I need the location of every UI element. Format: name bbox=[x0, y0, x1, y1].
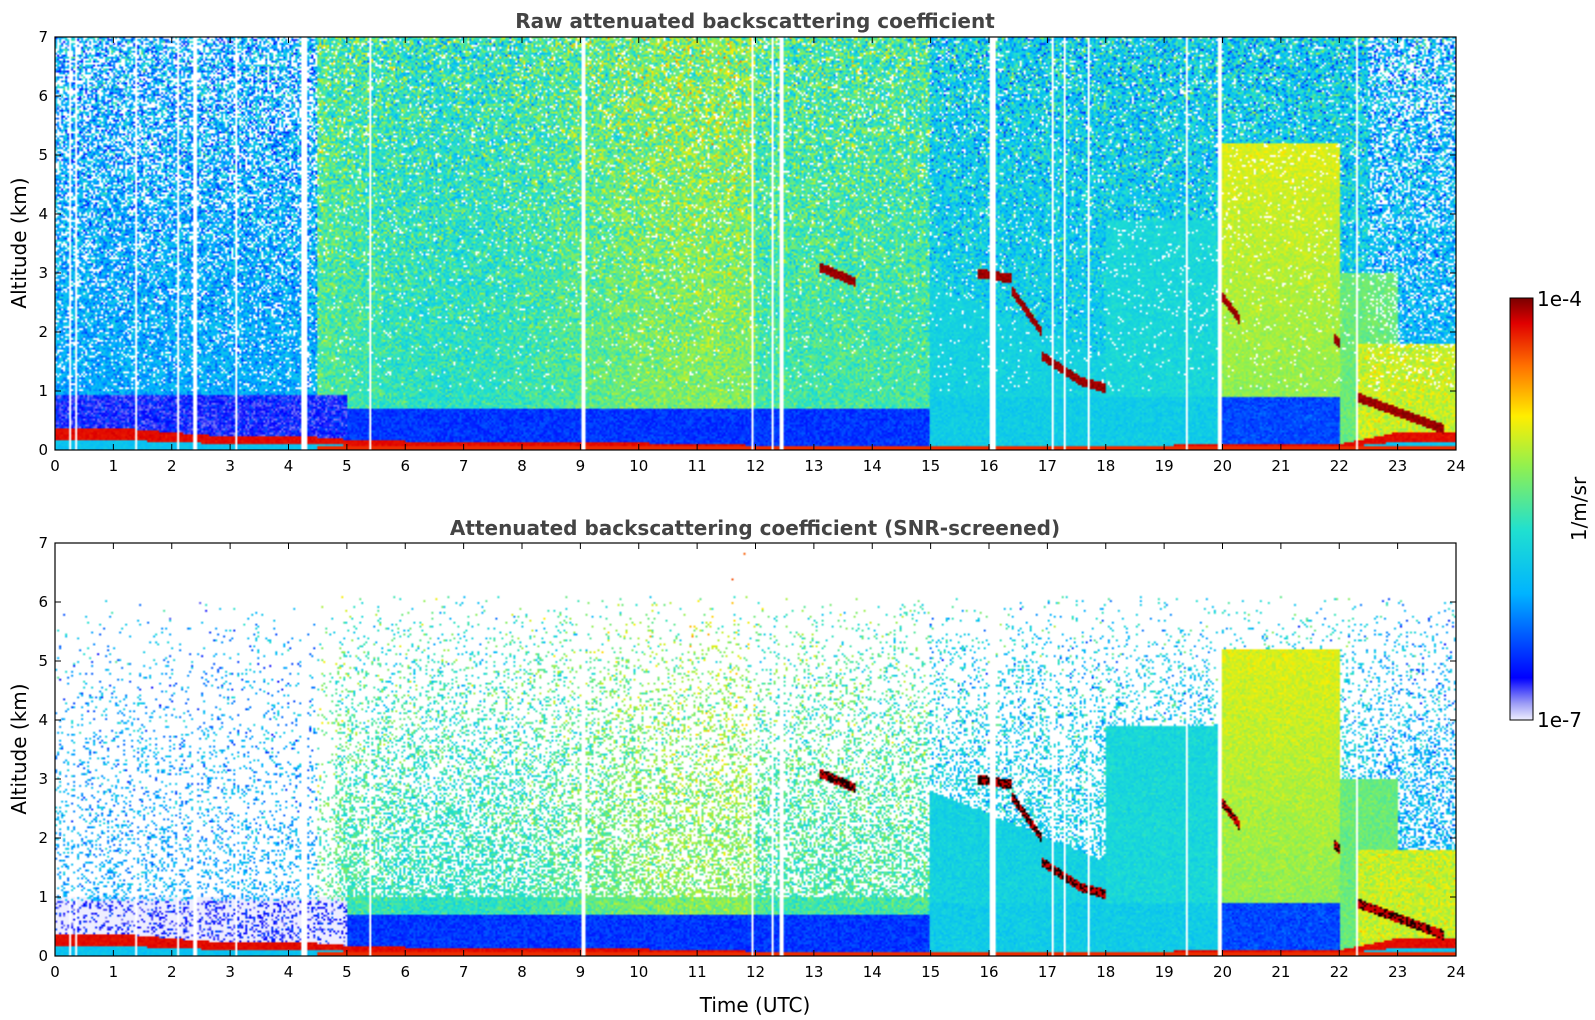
x-tick-label: 0 bbox=[50, 963, 60, 981]
y-tick-label: 0 bbox=[38, 947, 48, 965]
y-tick-label: 7 bbox=[38, 28, 48, 46]
x-tick-label: 17 bbox=[1038, 963, 1057, 981]
y-tick-label: 3 bbox=[38, 770, 48, 788]
x-tick-label: 10 bbox=[629, 457, 648, 475]
x-tick-label: 13 bbox=[804, 457, 823, 475]
colorbar: 1e-4 1e-7 1/m/sr bbox=[1509, 287, 1591, 732]
x-tick-label: 20 bbox=[1213, 457, 1232, 475]
x-tick-label: 16 bbox=[979, 457, 998, 475]
panel-raw: Raw attenuated backscattering coefficien… bbox=[7, 9, 1466, 475]
y-tick-label: 3 bbox=[38, 264, 48, 282]
x-tick-label: 22 bbox=[1330, 457, 1349, 475]
x-tick-label: 19 bbox=[1155, 457, 1174, 475]
panel-screened-ylabel: Altitude (km) bbox=[7, 683, 31, 814]
panel-raw-y-axis: 0 1 2 3 4 5 6 7 bbox=[38, 28, 1456, 459]
panel-raw-title: Raw attenuated backscattering coefficien… bbox=[515, 9, 995, 33]
panel-raw-ylabel: Altitude (km) bbox=[7, 177, 31, 308]
panel-screened: Attenuated backscattering coefficient (S… bbox=[7, 516, 1466, 1017]
x-tick-label: 6 bbox=[400, 457, 410, 475]
x-tick-label: 10 bbox=[629, 963, 648, 981]
x-tick-label: 23 bbox=[1388, 963, 1407, 981]
y-tick-label: 7 bbox=[38, 534, 48, 552]
x-tick-label: 11 bbox=[688, 963, 707, 981]
y-tick-label: 4 bbox=[38, 205, 48, 223]
x-tick-label: 16 bbox=[979, 963, 998, 981]
x-tick-label: 19 bbox=[1155, 963, 1174, 981]
x-tick-label: 23 bbox=[1388, 457, 1407, 475]
x-tick-label: 21 bbox=[1271, 457, 1290, 475]
colorbar-unit-label: 1/m/sr bbox=[1567, 476, 1591, 541]
y-tick-label: 1 bbox=[38, 382, 48, 400]
x-tick-label: 2 bbox=[167, 963, 177, 981]
x-tick-label: 1 bbox=[109, 457, 119, 475]
y-tick-label: 6 bbox=[38, 593, 48, 611]
x-tick-label: 15 bbox=[921, 457, 940, 475]
x-tick-label: 20 bbox=[1213, 963, 1232, 981]
x-tick-label: 7 bbox=[459, 457, 469, 475]
x-tick-label: 4 bbox=[284, 963, 294, 981]
x-tick-label: 13 bbox=[804, 963, 823, 981]
panel-screened-title: Attenuated backscattering coefficient (S… bbox=[450, 516, 1060, 540]
x-tick-label: 7 bbox=[459, 963, 469, 981]
panel-screened-y-axis: 0 1 2 3 4 5 6 7 bbox=[38, 534, 1456, 965]
x-tick-label: 24 bbox=[1446, 963, 1465, 981]
x-tick-label: 22 bbox=[1330, 963, 1349, 981]
x-tick-label: 1 bbox=[109, 963, 119, 981]
y-tick-label: 4 bbox=[38, 711, 48, 729]
panel-raw-x-axis: 0 1 2 3 4 5 6 7 8 9 10 11 12 13 14 15 16 17 18 19 20 21 22 23 24 bbox=[50, 37, 1466, 475]
y-tick-label: 5 bbox=[38, 652, 48, 670]
x-tick-label: 5 bbox=[342, 963, 352, 981]
x-tick-label: 17 bbox=[1038, 457, 1057, 475]
x-tick-label: 12 bbox=[746, 963, 765, 981]
x-tick-label: 11 bbox=[688, 457, 707, 475]
x-tick-label: 15 bbox=[921, 963, 940, 981]
x-tick-label: 14 bbox=[863, 457, 882, 475]
x-tick-label: 5 bbox=[342, 457, 352, 475]
x-tick-label: 8 bbox=[517, 457, 527, 475]
x-tick-label: 8 bbox=[517, 963, 527, 981]
y-tick-label: 0 bbox=[38, 441, 48, 459]
y-tick-label: 2 bbox=[38, 829, 48, 847]
x-tick-label: 21 bbox=[1271, 963, 1290, 981]
y-tick-label: 2 bbox=[38, 323, 48, 341]
x-tick-label: 9 bbox=[576, 963, 586, 981]
x-tick-label: 18 bbox=[1096, 457, 1115, 475]
raw-backscatter-heatmap bbox=[55, 37, 1456, 450]
x-tick-label: 2 bbox=[167, 457, 177, 475]
x-tick-label: 6 bbox=[400, 963, 410, 981]
x-tick-label: 3 bbox=[225, 457, 235, 475]
x-tick-label: 24 bbox=[1446, 457, 1465, 475]
panel-screened-xlabel: Time (UTC) bbox=[699, 993, 811, 1017]
y-tick-label: 5 bbox=[38, 146, 48, 164]
colorbar-gradient bbox=[1509, 297, 1534, 721]
x-tick-label: 18 bbox=[1096, 963, 1115, 981]
colorbar-max-label: 1e-4 bbox=[1537, 287, 1582, 311]
y-tick-label: 1 bbox=[38, 888, 48, 906]
y-tick-label: 6 bbox=[38, 87, 48, 105]
screened-backscatter-heatmap bbox=[55, 543, 1456, 956]
x-tick-label: 14 bbox=[863, 963, 882, 981]
x-tick-label: 12 bbox=[746, 457, 765, 475]
x-tick-label: 3 bbox=[225, 963, 235, 981]
panel-screened-x-axis: 0 1 2 3 4 5 6 7 8 9 10 11 12 13 14 15 16 17 18 19 20 21 22 23 24 bbox=[50, 543, 1466, 981]
colorbar-min-label: 1e-7 bbox=[1537, 708, 1582, 732]
x-tick-label: 0 bbox=[50, 457, 60, 475]
x-tick-label: 9 bbox=[576, 457, 586, 475]
x-tick-label: 4 bbox=[284, 457, 294, 475]
